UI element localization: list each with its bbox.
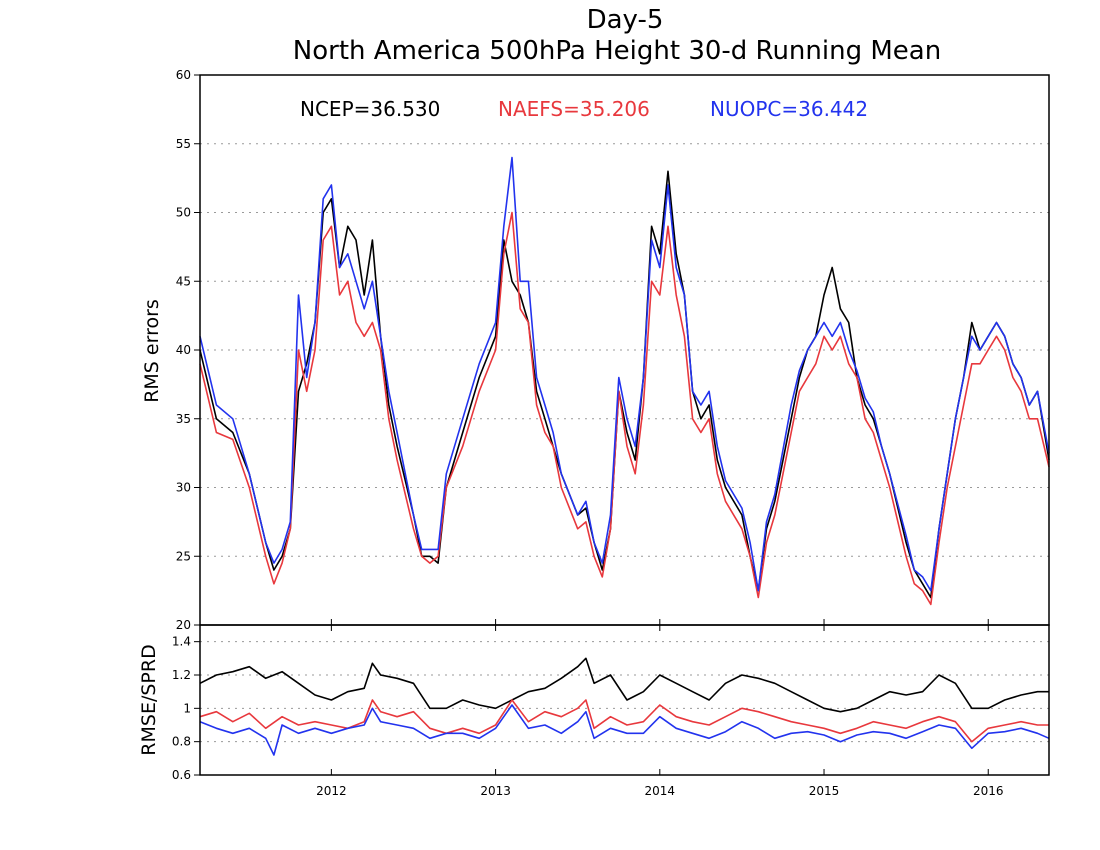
bottom-y-tick-label: 0.8 (172, 735, 191, 749)
bottom-y-tick-label: 1.2 (172, 668, 191, 682)
top-series-line-ncep (199, 170, 1050, 599)
top-y-tick-label: 55 (176, 137, 191, 151)
bottom-series-line-1 (199, 699, 1049, 743)
x-tick-label: 2015 (809, 784, 840, 798)
bottom-plot-frame (199, 624, 1050, 776)
legend: NCEP=36.530 NAEFS=35.206 NUOPC=36.442 (300, 97, 868, 121)
top-y-ticks: 20 25 30 35 40 45 50 55 60 (176, 68, 200, 632)
bottom-y-tick-label: 1 (183, 701, 191, 715)
top-series-line-naefs (199, 211, 1050, 606)
x-tick-label: 2016 (973, 784, 1004, 798)
bottom-y-ticks: 0.6 0.8 1 1.2 1.4 (172, 635, 200, 782)
top-y-axis-label: RMS errors (141, 299, 163, 403)
top-y-tick-label: 60 (176, 68, 191, 82)
top-y-tick-label: 50 (176, 206, 191, 220)
bottom-series-group (199, 657, 1050, 756)
top-grid (200, 143, 1049, 557)
bottom-grid (200, 641, 1049, 776)
bottom-y-axis-label: RMSE/SPRD (138, 644, 160, 755)
x-axis-ticks: 2012 2013 2014 2015 2016 (316, 619, 1004, 798)
legend-ncep: NCEP=36.530 (300, 97, 440, 121)
legend-nuopc: NUOPC=36.442 (710, 97, 868, 121)
legend-naefs: NAEFS=35.206 (498, 97, 650, 121)
bottom-series-line-0 (199, 657, 1049, 713)
x-tick-label: 2013 (480, 784, 511, 798)
chart-subtitle: North America 500hPa Height 30-d Running… (293, 36, 941, 66)
top-y-tick-label: 40 (176, 343, 191, 357)
top-y-tick-label: 25 (176, 549, 191, 563)
top-y-tick-label: 30 (176, 481, 191, 495)
top-y-tick-label: 35 (176, 412, 191, 426)
top-y-tick-label: 45 (176, 274, 191, 288)
chart-title: Day-5 (587, 5, 664, 35)
bottom-series-line-2 (199, 704, 1050, 756)
top-series-group (199, 156, 1050, 606)
x-tick-label: 2012 (316, 784, 347, 798)
bottom-y-tick-label: 1.4 (172, 635, 191, 649)
x-tick-label: 2014 (645, 784, 676, 798)
top-y-tick-label: 20 (176, 618, 191, 632)
bottom-y-tick-label: 0.6 (172, 768, 191, 782)
top-series-line-nuopc (199, 156, 1050, 592)
